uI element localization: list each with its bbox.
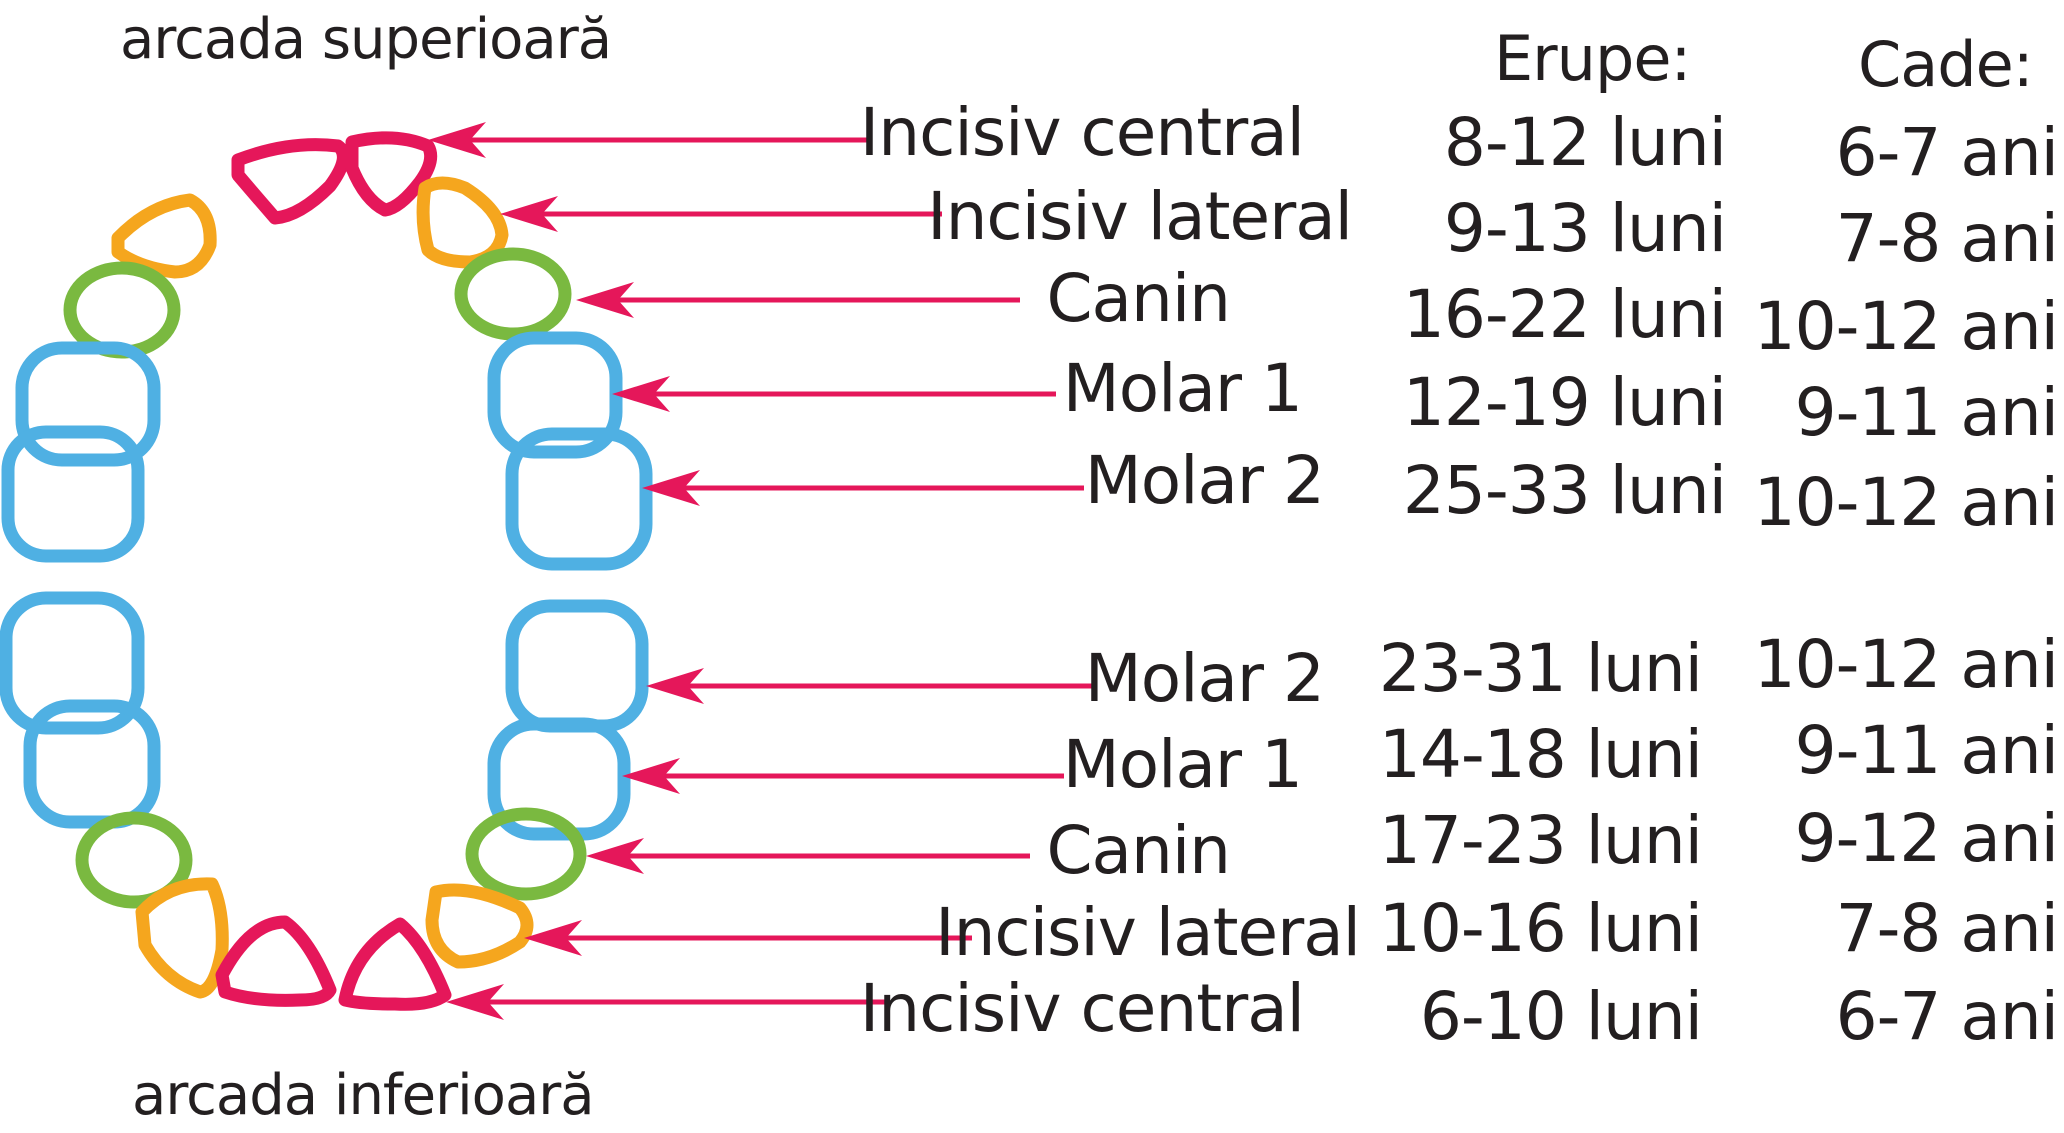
lower-erupts: 14-18 luni: [1378, 716, 1703, 793]
arrow-lower-canin: [586, 838, 1030, 874]
upper-right-central-incisor: [345, 131, 438, 217]
arrow-upper-molar-1: [612, 376, 1056, 412]
upper-erupts: 25-33 luni: [1402, 452, 1727, 529]
lower-erupts: 10-16 luni: [1378, 890, 1703, 967]
lower-erupts: 17-23 luni: [1378, 802, 1703, 879]
lower-falls: 9-11 ani: [1794, 712, 2059, 789]
upper-right-lateral-incisor: [416, 176, 509, 269]
lower-tooth-name: Molar 2: [1084, 640, 1325, 717]
arrow-lower-molar-2: [646, 668, 1092, 704]
lower-erupts: 23-31 luni: [1378, 630, 1703, 707]
arrow-upper-molar-2: [642, 470, 1084, 506]
lower-erupts: 6-10 luni: [1419, 978, 1703, 1055]
upper-tooth-name: Canin: [1046, 260, 1231, 337]
lower-right-molar-2: [505, 599, 649, 733]
arrow-lower-incisiv-lateral: [524, 920, 972, 956]
upper-falls: 7-8 ani: [1835, 200, 2059, 277]
lower-falls: 10-12 ani: [1753, 626, 2059, 703]
upper-falls: 9-11 ani: [1794, 374, 2059, 451]
upper-falls: 10-12 ani: [1753, 288, 2059, 365]
upper-right-molar-2: [505, 427, 653, 571]
upper-left-lateral-incisor: [111, 193, 217, 279]
lower-right-canine: [465, 807, 587, 901]
lower-falls: 6-7 ani: [1835, 978, 2059, 1055]
upper-erupts: 9-13 luni: [1443, 190, 1727, 267]
lower-left-lateral-incisor: [135, 877, 229, 999]
falls-header: Cade:: [1858, 28, 2034, 101]
upper-erupts: 16-22 luni: [1402, 276, 1727, 353]
lower-falls: 7-8 ani: [1835, 890, 2059, 967]
lower-falls: 9-12 ani: [1794, 800, 2059, 877]
upper-erupts: 8-12 luni: [1443, 104, 1727, 181]
upper-arch-title: arcada superioară: [120, 7, 612, 72]
lower-right-molar-1: [487, 717, 631, 841]
upper-right-canine: [454, 247, 572, 341]
upper-tooth-name: Incisiv lateral: [927, 178, 1353, 255]
lower-right-central-incisor: [338, 917, 452, 1011]
arrow-lower-molar-1: [622, 758, 1064, 794]
lower-tooth-name: Molar 1: [1062, 726, 1303, 803]
lower-left-molar-2: [0, 591, 145, 735]
lower-left-central-incisor: [215, 915, 337, 1007]
upper-falls: 10-12 ani: [1753, 464, 2059, 541]
arrow-upper-canin: [576, 282, 1020, 318]
upper-tooth-name: Incisiv central: [859, 94, 1305, 171]
lower-left-molar-1: [23, 699, 161, 829]
upper-tooth-name: Molar 2: [1084, 442, 1325, 519]
upper-left-central-incisor: [231, 138, 350, 225]
arrow-upper-incisiv-lateral: [500, 196, 942, 232]
upper-left-molar-2: [1, 425, 145, 563]
arrow-lower-incisiv-central: [446, 984, 886, 1020]
lower-tooth-name: Canin: [1046, 812, 1231, 889]
upper-tooth-name: Molar 1: [1062, 350, 1303, 427]
upper-erupts: 12-19 luni: [1402, 364, 1727, 441]
arrow-upper-incisiv-central: [428, 122, 870, 158]
lower-arch-title: arcada inferioară: [132, 1063, 595, 1128]
upper-left-molar-1: [15, 341, 161, 467]
lower-right-lateral-incisor: [425, 883, 534, 969]
erupts-header: Erupe:: [1494, 22, 1691, 95]
lower-tooth-name: Incisiv central: [859, 970, 1305, 1047]
lower-left-canine: [75, 811, 193, 909]
upper-left-canine: [63, 261, 181, 359]
lower-tooth-name: Incisiv lateral: [935, 894, 1361, 971]
upper-falls: 6-7 ani: [1835, 114, 2059, 191]
